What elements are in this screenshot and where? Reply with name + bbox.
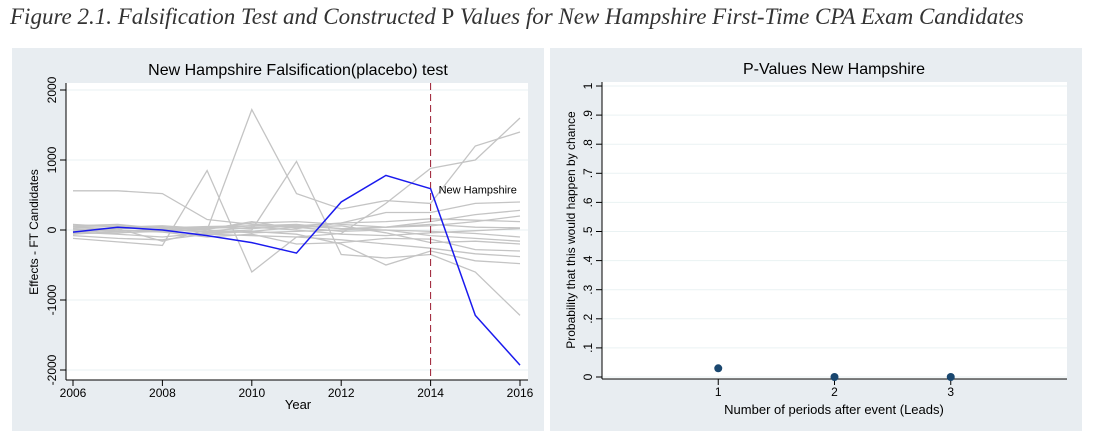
right-grid [602, 85, 1067, 378]
right-y-tick-label: .6 [581, 197, 595, 207]
figure-title-p: P [441, 4, 455, 29]
placebo-line [72, 225, 521, 242]
right-y-tick-label: 1 [581, 82, 595, 89]
left-y-tick-label: -2000 [45, 354, 59, 385]
right-points [714, 364, 955, 381]
right-x-tick-label: 2 [831, 385, 838, 399]
figure-title-part2: Values for New Hampshire First-Time CPA … [454, 4, 1024, 29]
left-x-tick-label: 2012 [328, 386, 355, 400]
right-y-tick-label: .4 [581, 255, 595, 265]
placebo-line [72, 230, 521, 266]
left-x-tick-label: 2016 [507, 386, 534, 400]
p-value-point [830, 373, 839, 381]
right-y-tick-label: .1 [581, 343, 595, 353]
left-treated-line-group: New Hampshire [72, 83, 521, 380]
right-y-axis-label: Probability that this would happen by ch… [564, 111, 578, 349]
figure-title-part1: Figure 2.1. Falsification Test and Const… [10, 4, 442, 29]
left-y-tick-label: 1000 [45, 146, 59, 173]
left-x-tick-label: 2014 [417, 386, 444, 400]
placebo-line [72, 108, 521, 242]
left-y-tick-label: 2000 [45, 76, 59, 103]
treated-annotation: New Hampshire [439, 185, 517, 197]
figure-title: Figure 2.1. Falsification Test and Const… [10, 4, 1090, 30]
right-y-tick-label: .9 [581, 110, 595, 120]
left-chart-title: New Hampshire Falsification(placebo) tes… [148, 62, 448, 79]
left-axes: -2000 -1000 0 1000 2000 2006 2008 2010 2012 2014 2… [45, 76, 534, 400]
right-y-tick-label: 0 [581, 373, 595, 380]
left-placebo-lines [72, 108, 521, 316]
right-x-tick-label: 3 [947, 385, 954, 399]
left-x-tick-label: 2008 [149, 386, 176, 400]
p-value-point [714, 364, 723, 373]
right-y-tick-label: .3 [581, 284, 595, 294]
treated-line [72, 174, 521, 366]
placebo-line [72, 218, 521, 233]
right-x-tick-label: 1 [715, 385, 722, 399]
left-y-axis-label: Effects - FT Candidates [27, 169, 41, 295]
left-y-tick-label: 0 [45, 226, 59, 233]
right-y-tick-label: .5 [581, 226, 595, 236]
right-chart-title: P-Values New Hampshire [743, 61, 925, 78]
left-y-tick-label: -1000 [45, 284, 59, 315]
right-y-tick-label: .8 [581, 139, 595, 149]
right-y-tick-label: .2 [581, 313, 595, 323]
right-plot-area [602, 82, 1067, 379]
p-value-point [946, 373, 955, 381]
right-x-axis-label: Number of periods after event (Leads) [724, 402, 944, 417]
left-x-tick-label: 2010 [238, 386, 265, 400]
right-y-tick-label: .7 [581, 168, 595, 178]
left-x-axis-label: Year [285, 397, 312, 412]
left-x-tick-label: 2006 [60, 386, 87, 400]
